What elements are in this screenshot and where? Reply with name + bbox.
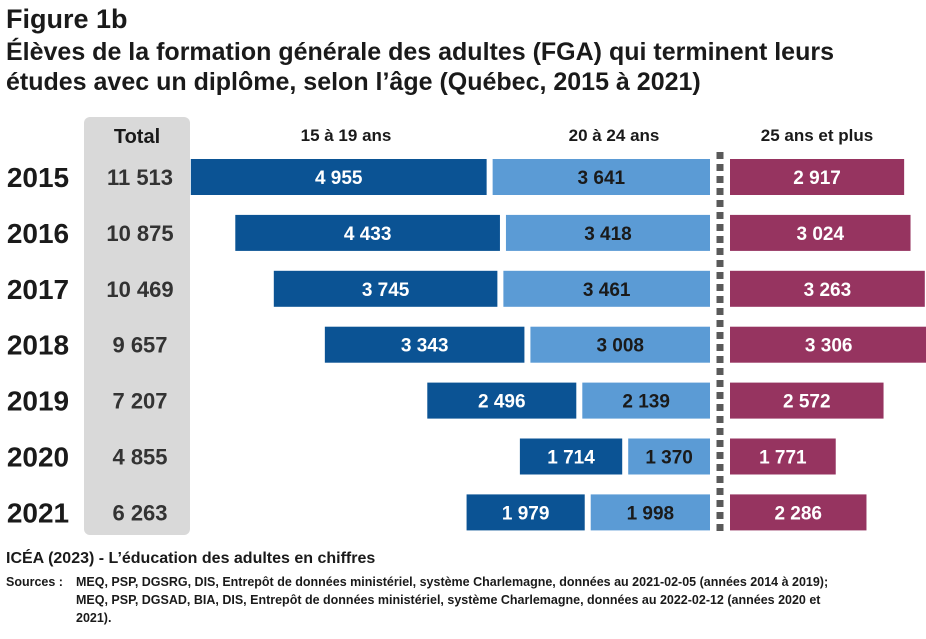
bar-20-24 (503, 270, 710, 307)
series-label-25-plus: 25 ans et plus (761, 126, 873, 145)
total-value: 7 207 (112, 389, 167, 414)
bar-25-plus (730, 494, 867, 531)
bar-20-24 (582, 382, 710, 419)
total-value: 4 855 (112, 445, 167, 470)
bar-label-25-plus: 2 917 (793, 168, 841, 189)
bar-label-20-24: 1 998 (627, 503, 675, 524)
bar-15-19 (427, 382, 577, 419)
bar-label-25-plus: 1 771 (759, 448, 807, 469)
series-label-15-19: 15 à 19 ans (301, 126, 392, 145)
year-label: 2016 (7, 218, 69, 249)
sources-text: MEQ, PSP, DGSRG, DIS, Entrepôt de donnée… (76, 575, 829, 625)
total-value: 9 657 (112, 333, 167, 358)
bar-label-25-plus: 2 286 (774, 503, 822, 524)
bar-label-20-24: 2 139 (622, 392, 670, 413)
total-value: 11 513 (107, 165, 173, 190)
bar-label-25-plus: 3 306 (805, 336, 853, 357)
total-value: 10 875 (106, 221, 173, 246)
chart-title: Élèves de la formation générale des adul… (6, 38, 834, 96)
source-title: ICÉA (2023) - L’éducation des adultes en… (6, 550, 376, 567)
bar-label-25-plus: 3 024 (796, 224, 844, 245)
bar-15-19 (235, 214, 500, 251)
year-label: 2019 (7, 386, 69, 417)
bar-label-20-24: 3 461 (583, 280, 631, 301)
bar-25-plus (730, 159, 905, 195)
bar-25-plus (730, 326, 926, 363)
total-header: Total (114, 126, 160, 148)
bar-15-19 (190, 159, 487, 195)
year-label: 2015 (7, 162, 69, 193)
bar-20-24 (492, 159, 710, 195)
bar-label-20-24: 1 370 (645, 448, 693, 469)
bar-20-24 (628, 438, 710, 475)
year-label: 2017 (7, 274, 69, 305)
figure-label: Figure 1b (6, 4, 128, 34)
total-value: 10 469 (106, 277, 173, 302)
bar-label-25-plus: 3 263 (804, 280, 852, 301)
bar-label-25-plus: 2 572 (783, 392, 831, 413)
bar-15-19 (519, 438, 623, 475)
chart: Total 15 à 19 ans 20 à 24 ans 25 ans et … (7, 117, 926, 535)
series-label-20-24: 20 à 24 ans (569, 126, 660, 145)
bar-label-15-19: 4 433 (344, 224, 392, 245)
sources-label: Sources : (6, 575, 63, 589)
bar-label-15-19: 4 955 (315, 168, 363, 189)
bar-15-19 (324, 326, 525, 363)
bar-20-24 (590, 494, 710, 531)
total-value: 6 263 (112, 500, 167, 525)
bar-25-plus (730, 270, 925, 307)
total-column-background (84, 117, 190, 535)
bar-label-15-19: 2 496 (478, 392, 526, 413)
bar-15-19 (466, 494, 585, 531)
bar-25-plus (730, 214, 911, 251)
bar-20-24 (530, 326, 710, 363)
bar-label-15-19: 3 343 (401, 336, 449, 357)
bar-label-20-24: 3 641 (578, 168, 626, 189)
bar-25-plus (730, 382, 884, 419)
year-label: 2020 (7, 442, 69, 473)
bar-label-20-24: 3 418 (584, 224, 632, 245)
year-label: 2018 (7, 330, 69, 361)
bar-label-15-19: 1 979 (502, 503, 550, 524)
bar-label-20-24: 3 008 (596, 336, 644, 357)
year-label: 2021 (7, 497, 69, 528)
bar-label-15-19: 1 714 (547, 448, 595, 469)
bar-15-19 (273, 270, 498, 307)
bar-20-24 (505, 214, 710, 251)
bar-label-15-19: 3 745 (362, 280, 410, 301)
bar-25-plus (730, 438, 836, 475)
